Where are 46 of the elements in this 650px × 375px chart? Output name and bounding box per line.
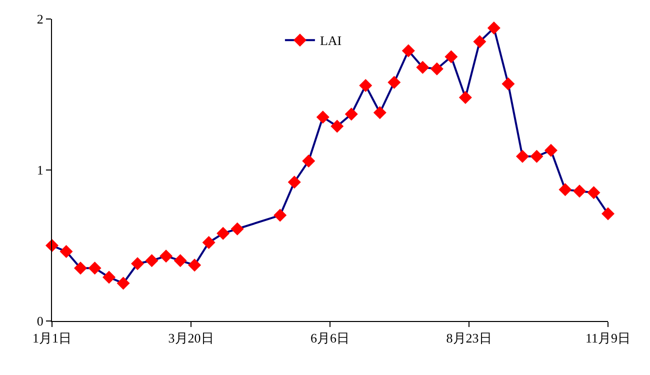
y-tick-label: 1 (36, 162, 44, 178)
point (602, 207, 614, 220)
y-tick-label: 0 (36, 314, 44, 329)
point (116, 276, 130, 290)
legend-label: LAI (320, 33, 342, 48)
point (131, 257, 144, 270)
point (274, 208, 287, 222)
point (544, 144, 558, 157)
point (502, 77, 515, 90)
point (516, 150, 529, 163)
x-tick-label: 3月20日 (168, 330, 214, 346)
point (530, 150, 544, 163)
point (430, 62, 444, 76)
x-tick-label: 6月6日 (310, 330, 350, 346)
point (416, 60, 430, 74)
point (558, 183, 572, 196)
point (473, 35, 486, 48)
point (60, 245, 73, 258)
y-tick-label: 2 (36, 12, 44, 27)
point (202, 236, 216, 249)
point (216, 226, 230, 240)
x-tick-label: 8月23日 (446, 330, 492, 346)
point (344, 108, 358, 121)
point (487, 22, 500, 35)
point (102, 270, 116, 284)
point (160, 250, 173, 263)
point (359, 78, 372, 92)
point (444, 50, 458, 64)
point (572, 184, 586, 198)
x-tick-label: 1月1日 (32, 330, 72, 346)
point (188, 258, 202, 272)
x-tick-label: 11月9日 (585, 330, 631, 346)
point (74, 262, 88, 275)
point (302, 154, 316, 168)
point (373, 106, 386, 120)
point (458, 91, 472, 104)
point (587, 186, 600, 200)
point (288, 176, 301, 189)
point (402, 44, 415, 58)
point (145, 254, 158, 268)
point (388, 76, 401, 89)
point (330, 120, 344, 133)
point (230, 222, 244, 236)
point (316, 110, 330, 124)
point (88, 262, 102, 275)
point (174, 254, 187, 268)
